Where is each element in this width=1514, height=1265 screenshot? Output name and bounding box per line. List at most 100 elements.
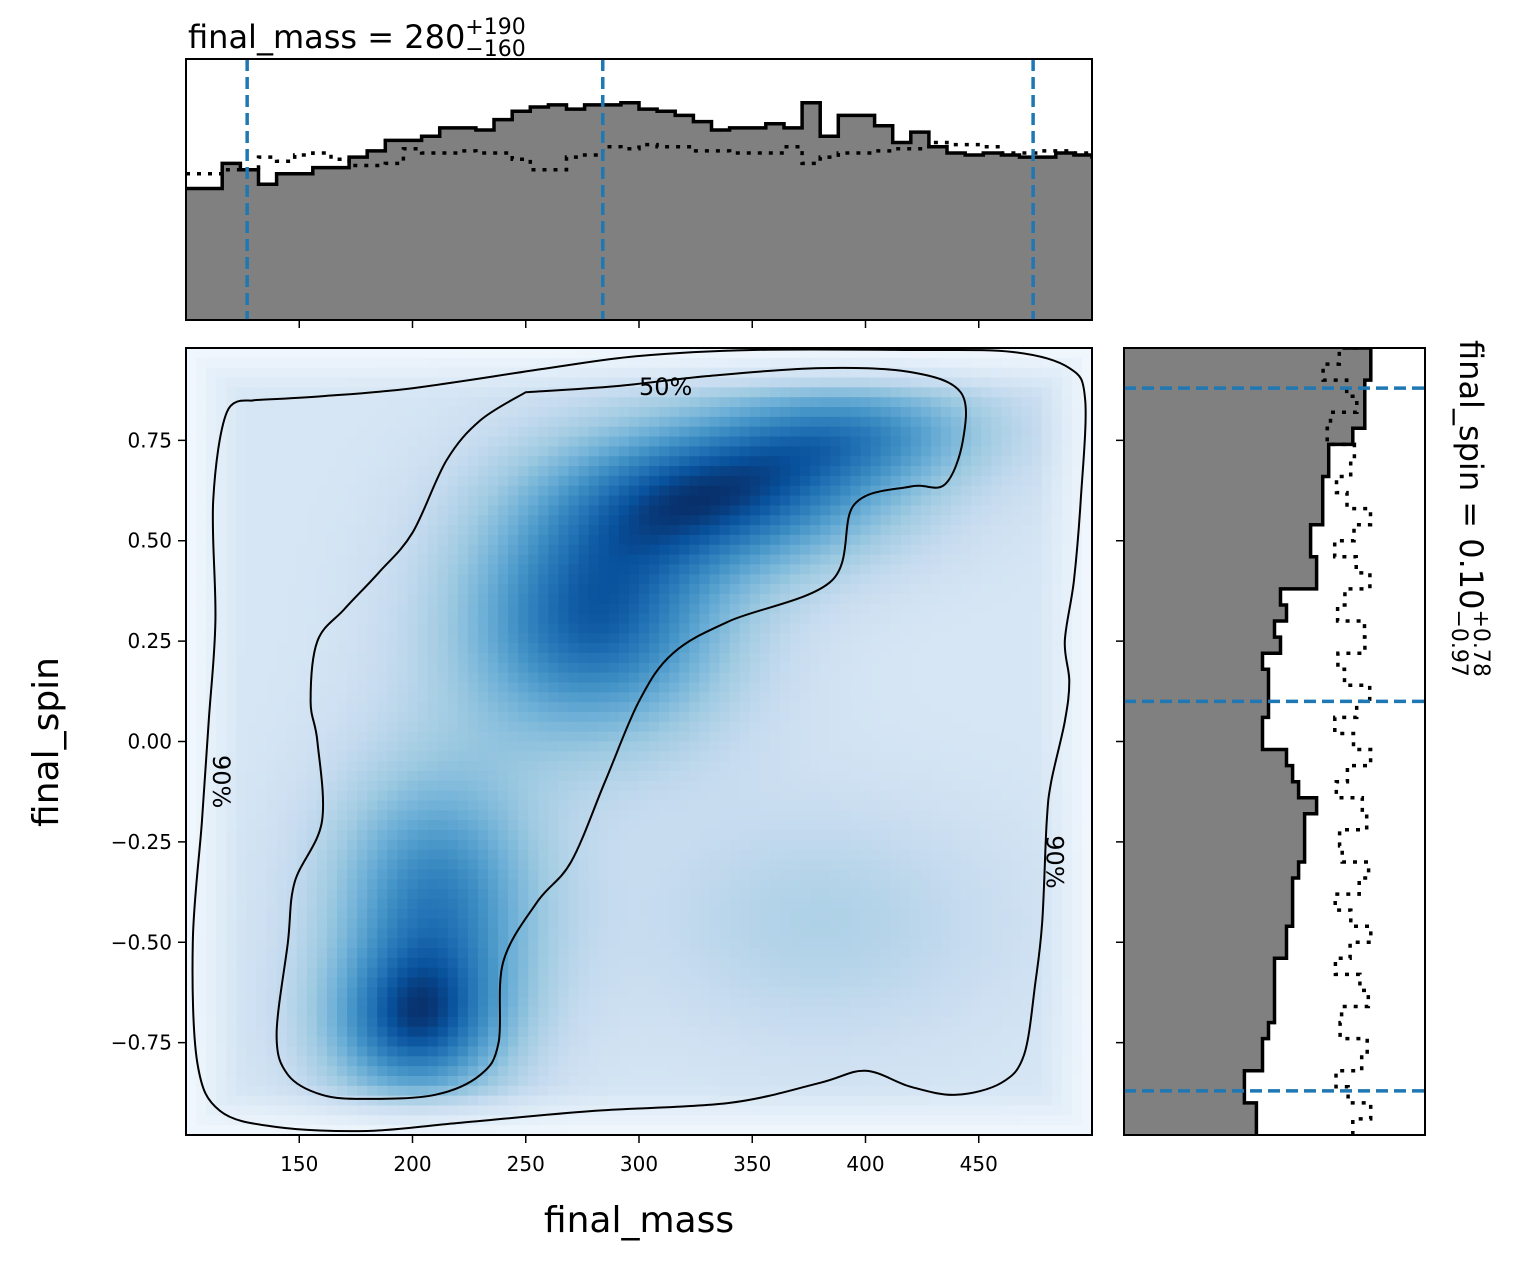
heatmap-cell xyxy=(951,692,962,703)
heatmap-cell xyxy=(397,672,409,684)
heatmap-cell xyxy=(588,475,600,487)
heatmap-cell xyxy=(649,603,660,615)
heatmap-cell xyxy=(226,436,237,447)
heatmap-cell xyxy=(1081,652,1092,664)
heatmap-cell xyxy=(447,672,459,684)
heatmap-cell xyxy=(810,574,821,585)
heatmap-cell xyxy=(840,839,851,851)
heatmap-cell xyxy=(387,702,398,713)
heatmap-cell xyxy=(206,751,217,762)
heatmap-cell xyxy=(206,357,217,369)
heatmap-cell xyxy=(971,436,982,447)
heatmap-cell xyxy=(719,711,731,723)
heatmap-cell xyxy=(276,751,288,762)
heatmap-cell xyxy=(830,436,841,447)
heatmap-cell xyxy=(206,367,217,379)
heatmap-cell xyxy=(779,633,791,644)
heatmap-cell xyxy=(276,879,288,890)
heatmap-cell xyxy=(930,426,942,438)
heatmap-cell xyxy=(850,407,862,418)
heatmap-cell xyxy=(427,849,439,861)
heatmap-cell xyxy=(488,554,499,566)
heatmap-cell xyxy=(347,495,358,506)
heatmap-cell xyxy=(880,446,892,457)
heatmap-cell xyxy=(306,387,318,398)
heatmap-cell xyxy=(467,662,479,674)
heatmap-cell xyxy=(1071,623,1083,634)
heatmap-cell xyxy=(769,711,781,723)
heatmap-cell xyxy=(890,672,902,684)
heatmap-cell xyxy=(286,859,298,870)
heatmap-cell xyxy=(528,603,539,615)
heatmap-cell xyxy=(880,643,892,654)
heatmap-cell xyxy=(488,780,499,792)
heatmap-cell xyxy=(326,416,338,428)
heatmap-cell xyxy=(206,623,217,634)
heatmap-cell xyxy=(1051,623,1063,634)
heatmap-cell xyxy=(588,348,600,359)
heatmap-cell xyxy=(568,810,580,821)
heatmap-cell xyxy=(608,485,620,497)
heatmap-cell xyxy=(830,357,841,369)
heatmap-cell xyxy=(296,397,308,408)
heatmap-cell xyxy=(598,702,610,713)
heatmap-cell xyxy=(558,436,570,447)
heatmap-cell xyxy=(337,367,348,379)
heatmap-cell xyxy=(437,731,449,743)
heatmap-cell xyxy=(639,672,650,684)
heatmap-cell xyxy=(639,879,650,890)
heatmap-cell xyxy=(578,869,590,880)
heatmap-cell xyxy=(941,387,952,398)
heatmap-cell xyxy=(890,426,902,438)
heatmap-cell xyxy=(1001,446,1013,457)
heatmap-cell xyxy=(417,534,429,546)
heatmap-cell xyxy=(518,593,529,605)
heatmap-cell xyxy=(407,505,419,516)
heatmap-cell xyxy=(1001,761,1013,772)
heatmap-cell xyxy=(407,475,419,487)
marginal-x-title: final_mass = 280+190 xyxy=(188,15,526,56)
heatmap-cell xyxy=(488,702,499,713)
heatmap-cell xyxy=(467,790,479,802)
heatmap-cell xyxy=(488,800,499,811)
heatmap-cell xyxy=(558,810,570,821)
heatmap-cell xyxy=(186,367,197,379)
heatmap-cell xyxy=(588,849,600,861)
heatmap-cell xyxy=(1081,800,1092,811)
heatmap-cell xyxy=(830,446,841,457)
heatmap-cell xyxy=(719,367,731,379)
heatmap-cell xyxy=(910,505,922,516)
heatmap-cell xyxy=(508,603,519,615)
heatmap-cell xyxy=(991,692,1002,703)
heatmap-cell xyxy=(246,613,258,625)
heatmap-cell xyxy=(206,830,217,841)
heatmap-cell xyxy=(1031,633,1043,644)
heatmap-cell xyxy=(810,407,821,418)
heatmap-cell xyxy=(1051,367,1063,379)
heatmap-cell xyxy=(961,505,972,516)
heatmap-cell xyxy=(649,475,660,487)
heatmap-cell xyxy=(518,564,529,575)
heatmap-cell xyxy=(437,564,449,575)
heatmap-cell xyxy=(709,495,721,506)
heatmap-cell xyxy=(236,564,247,575)
heatmap-cell xyxy=(538,544,549,556)
heatmap-cell xyxy=(548,830,560,841)
heatmap-cell xyxy=(739,751,751,762)
heatmap-cell xyxy=(790,367,801,379)
heatmap-cell xyxy=(800,849,811,861)
heatmap-cell xyxy=(427,367,439,379)
heatmap-cell xyxy=(236,534,247,546)
heatmap-cell xyxy=(739,564,751,575)
heatmap-cell xyxy=(699,367,711,379)
heatmap-cell xyxy=(427,456,439,467)
heatmap-cell xyxy=(1051,879,1063,890)
heatmap-cell xyxy=(941,544,952,556)
heatmap-cell xyxy=(276,731,288,743)
heatmap-cell xyxy=(689,662,700,674)
heatmap-cell xyxy=(417,662,429,674)
heatmap-cell xyxy=(407,466,419,477)
heatmap-cell xyxy=(326,593,338,605)
heatmap-cell xyxy=(387,731,398,743)
heatmap-cell xyxy=(1061,426,1073,438)
